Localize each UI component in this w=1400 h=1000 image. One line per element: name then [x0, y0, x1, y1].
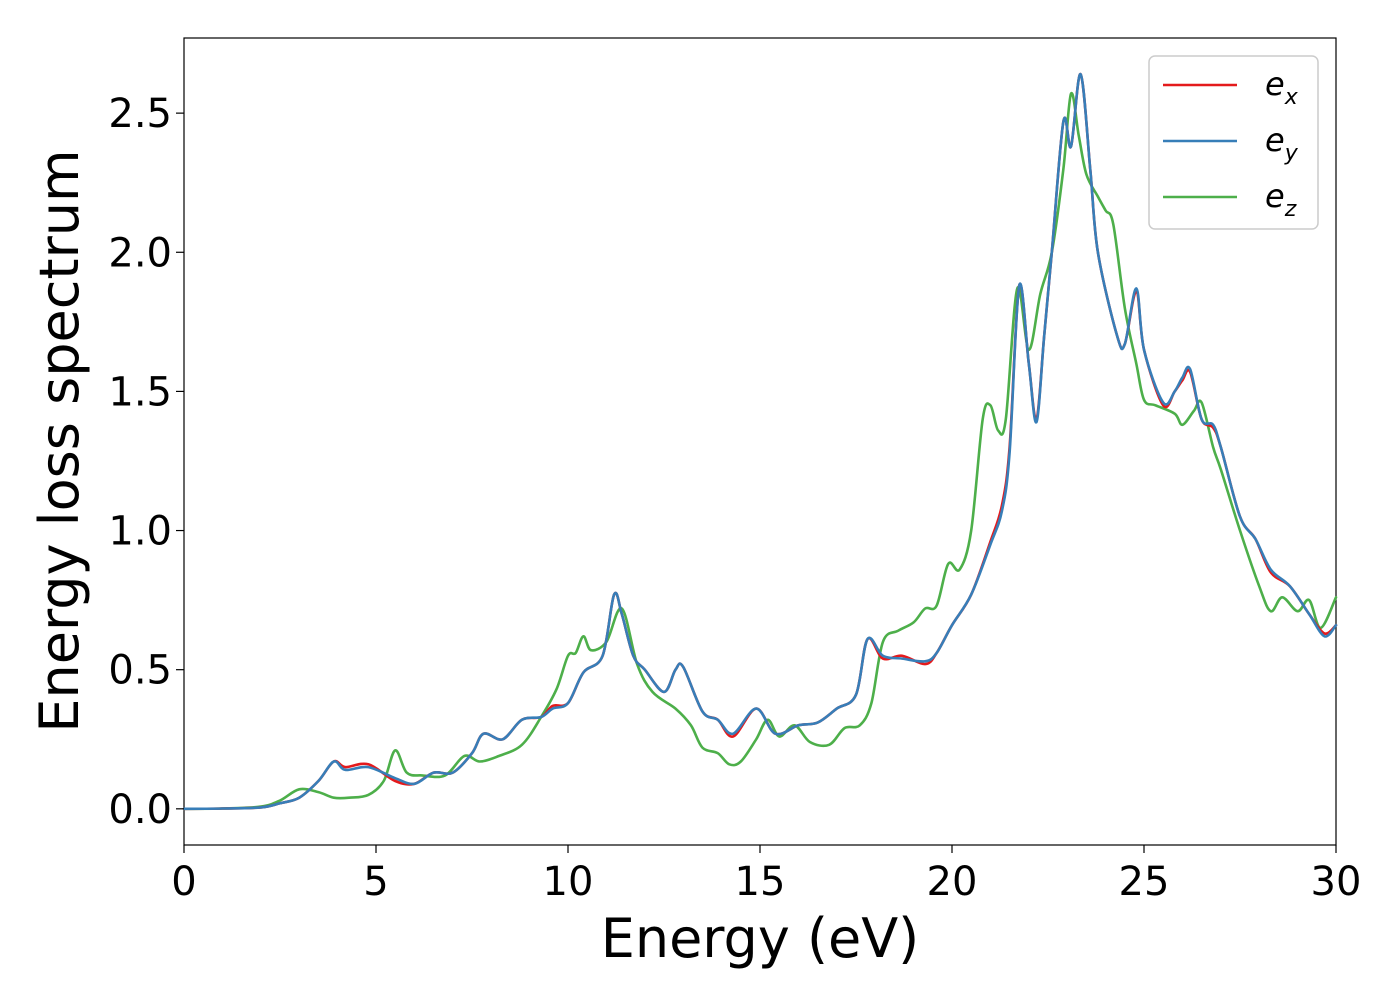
x-tick-label: 30	[1311, 859, 1362, 905]
legend-label-e-x: ex	[1265, 65, 1299, 110]
legend-label-subscript: x	[1284, 85, 1299, 110]
x-axis-ticks: 0 5 10 15 20 25 30	[171, 845, 1361, 905]
y-tick-label: 0.0	[108, 787, 172, 833]
legend-label-subscript: y	[1284, 141, 1299, 166]
x-axis-title: Energy (eV)	[601, 907, 920, 970]
y-tick-label: 2.0	[108, 230, 172, 276]
series-layer	[182, 72, 1338, 811]
y-tick-label: 2.5	[108, 91, 172, 137]
x-tick-label: 0	[171, 859, 196, 905]
x-tick-label: 20	[927, 859, 978, 905]
legend-label-e-y: ey	[1265, 121, 1299, 166]
series-line-e-z	[182, 92, 1338, 811]
legend-frame	[1148, 55, 1319, 230]
x-tick-label: 10	[543, 859, 594, 905]
x-tick-label: 15	[735, 859, 786, 905]
legend-label-base: e	[1265, 65, 1285, 103]
series-line-e-y	[182, 72, 1338, 811]
y-tick-label: 0.5	[108, 648, 172, 694]
y-tick-label: 1.5	[108, 369, 172, 415]
legend-label-base: e	[1265, 177, 1285, 215]
legend-label-e-z: ez	[1265, 177, 1297, 222]
legend-label-base: e	[1265, 121, 1285, 159]
y-axis-title: Energy loss spectrum	[28, 149, 91, 732]
x-tick-label: 25	[1119, 859, 1170, 905]
legend-label-subscript: z	[1284, 197, 1297, 222]
x-tick-label: 5	[363, 859, 388, 905]
y-axis-ticks: 0.0 0.5 1.0 1.5 2.0 2.5	[108, 91, 184, 833]
y-tick-label: 1.0	[108, 509, 172, 555]
